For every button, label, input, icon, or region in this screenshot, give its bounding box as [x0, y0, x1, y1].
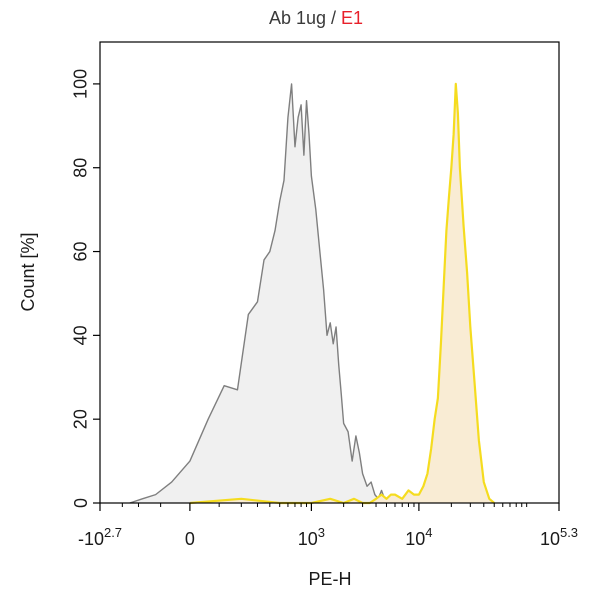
x-tick-label: 104: [405, 525, 432, 549]
series-1-line: [129, 83, 392, 504]
series-2-line: [189, 82, 495, 505]
y-tick-label: 100: [71, 69, 91, 99]
y-tick-label: 60: [71, 242, 91, 262]
x-axis-title: PE-H: [308, 569, 351, 589]
series-1-area: [129, 83, 391, 503]
x-axis: -102.7 0 103 104 105.3: [78, 503, 578, 549]
plot-area: [129, 82, 495, 505]
x-tick-label: 103: [298, 525, 325, 549]
y-axis: 0 20 40 60 80 100: [71, 69, 100, 508]
plot-frame: [99, 41, 560, 504]
series-2-area: [189, 83, 495, 503]
x-tick-label: 0: [185, 529, 195, 549]
x-tick-label: 105.3: [540, 525, 578, 549]
chart-title-prefix: Ab 1ug: [269, 8, 326, 28]
chart-title: Ab 1ug / E1: [269, 8, 363, 28]
y-tick-label: 80: [71, 158, 91, 178]
y-tick-label: 0: [71, 498, 91, 508]
chart-title-separator: /: [326, 8, 341, 28]
x-tick-label: -102.7: [78, 525, 122, 549]
chart-title-suffix: E1: [341, 8, 363, 28]
y-tick-label: 20: [71, 409, 91, 429]
y-axis-title: Count [%]: [18, 232, 38, 311]
y-tick-label: 40: [71, 325, 91, 345]
